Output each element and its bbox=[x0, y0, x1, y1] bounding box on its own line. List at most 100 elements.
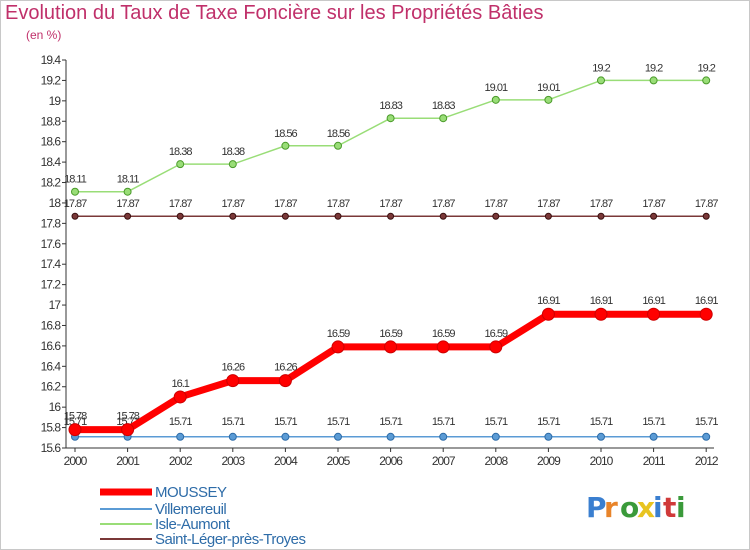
data-label: 16.91 bbox=[695, 295, 718, 307]
data-point bbox=[439, 114, 448, 123]
x-tick-label: 2002 bbox=[169, 454, 193, 468]
x-tick-label: 2007 bbox=[432, 454, 456, 468]
x-tick-label: 2004 bbox=[274, 454, 298, 468]
x-tick-label: 2000 bbox=[64, 454, 88, 468]
data-point bbox=[594, 307, 608, 321]
data-point bbox=[386, 114, 395, 123]
data-label: 17.87 bbox=[642, 198, 665, 210]
legend-label: Saint-Léger-près-Troyes bbox=[155, 531, 306, 548]
data-point bbox=[226, 374, 240, 388]
data-label: 17.87 bbox=[695, 198, 718, 210]
data-label: 16.59 bbox=[379, 328, 402, 340]
legend-label: MOUSSEY bbox=[155, 484, 227, 501]
data-label: 17.87 bbox=[537, 198, 560, 210]
data-label: 15.71 bbox=[379, 416, 402, 428]
data-label: 15.71 bbox=[590, 416, 613, 428]
data-point bbox=[176, 160, 185, 169]
data-label: 15.78 bbox=[64, 411, 87, 423]
x-tick-label: 2006 bbox=[379, 454, 403, 468]
y-tick-label: 15.6 bbox=[41, 441, 62, 455]
y-tick-label: 16.6 bbox=[41, 339, 62, 353]
data-label: 15.78 bbox=[116, 411, 139, 423]
y-tick-label: 15.8 bbox=[41, 421, 62, 435]
data-label: 15.71 bbox=[64, 416, 87, 428]
data-label: 18.56 bbox=[327, 128, 350, 140]
chart-unit-label: (en %) bbox=[26, 28, 62, 42]
x-tick-label: 2009 bbox=[537, 454, 561, 468]
y-tick-label: 19 bbox=[49, 94, 62, 108]
y-tick-label: 18.2 bbox=[41, 176, 62, 190]
data-point bbox=[278, 374, 292, 388]
data-label: 17.87 bbox=[116, 198, 139, 210]
y-tick-label: 17 bbox=[49, 298, 62, 312]
data-label: 15.71 bbox=[327, 416, 350, 428]
axes: 15.6 15.8 16 16.2 16.4 16.6 16.8 17 17.2 17.4 17.6… bbox=[41, 53, 720, 468]
data-label: 17.87 bbox=[222, 198, 245, 210]
data-label: 19.01 bbox=[485, 82, 508, 94]
data-label: 16.1 bbox=[171, 378, 189, 390]
x-tick-label: 2010 bbox=[590, 454, 614, 468]
data-label: 16.26 bbox=[222, 362, 245, 374]
y-tick-label: 18.8 bbox=[41, 114, 62, 128]
x-tick-label: 2012 bbox=[695, 454, 719, 468]
data-point bbox=[228, 432, 237, 441]
data-label: 16.59 bbox=[327, 328, 350, 340]
data-point bbox=[544, 212, 552, 220]
data-point bbox=[541, 307, 555, 321]
data-label: 16.26 bbox=[274, 362, 297, 374]
data-point bbox=[491, 95, 500, 104]
data-label: 15.71 bbox=[274, 416, 297, 428]
y-tick-label: 16.4 bbox=[41, 359, 62, 373]
data-point bbox=[544, 432, 553, 441]
data-label: 17.87 bbox=[274, 198, 297, 210]
data-point bbox=[439, 212, 447, 220]
data-point bbox=[491, 432, 500, 441]
data-label: 19.2 bbox=[592, 62, 610, 74]
data-point bbox=[597, 212, 605, 220]
data-point bbox=[544, 95, 553, 104]
series-saint-l-ger-pr-s-troyes: 17.87 17.87 17.87 17.87 17.87 17.87 17.87 17.87… bbox=[64, 198, 719, 220]
x-tick-label: 2008 bbox=[484, 454, 508, 468]
data-label: 16.91 bbox=[642, 295, 665, 307]
data-point bbox=[176, 432, 185, 441]
data-label: 15.71 bbox=[485, 416, 508, 428]
series-line bbox=[75, 79, 707, 193]
logo-letter: i bbox=[653, 491, 663, 524]
data-label: 17.87 bbox=[590, 198, 613, 210]
data-label: 16.91 bbox=[537, 295, 560, 307]
data-label: 17.87 bbox=[485, 198, 508, 210]
data-point bbox=[489, 340, 503, 354]
data-label: 15.71 bbox=[222, 416, 245, 428]
y-tick-label: 16.2 bbox=[41, 380, 62, 394]
data-point bbox=[331, 340, 345, 354]
data-point bbox=[647, 307, 661, 321]
data-point bbox=[281, 212, 289, 220]
data-point bbox=[281, 141, 290, 150]
data-label: 17.87 bbox=[432, 198, 455, 210]
data-label: 16.59 bbox=[432, 328, 455, 340]
logo-letter: x bbox=[637, 491, 655, 524]
data-point bbox=[436, 340, 450, 354]
data-point bbox=[492, 212, 500, 220]
data-label: 16.59 bbox=[485, 328, 508, 340]
y-tick-label: 17.6 bbox=[41, 237, 62, 251]
legend-label: Villemereuil bbox=[155, 501, 226, 518]
data-point bbox=[281, 432, 290, 441]
data-point bbox=[228, 160, 237, 169]
data-point bbox=[334, 141, 342, 150]
logo-letter: o bbox=[620, 491, 639, 524]
logo-letter: r bbox=[604, 491, 618, 524]
data-label: 19.2 bbox=[697, 62, 715, 74]
data-label: 16.91 bbox=[590, 295, 613, 307]
data-point bbox=[121, 423, 135, 437]
data-label: 15.71 bbox=[695, 416, 718, 428]
logo-letter: i bbox=[676, 491, 686, 524]
data-label: 17.87 bbox=[327, 198, 350, 210]
data-point bbox=[124, 212, 132, 220]
legend: MOUSSEYVillemereuilIsle-AumontSaint-Lége… bbox=[100, 484, 306, 548]
data-label: 19.2 bbox=[645, 62, 663, 74]
data-label: 17.87 bbox=[64, 198, 87, 210]
x-tick-label: 2005 bbox=[327, 454, 351, 468]
data-point bbox=[176, 212, 184, 220]
